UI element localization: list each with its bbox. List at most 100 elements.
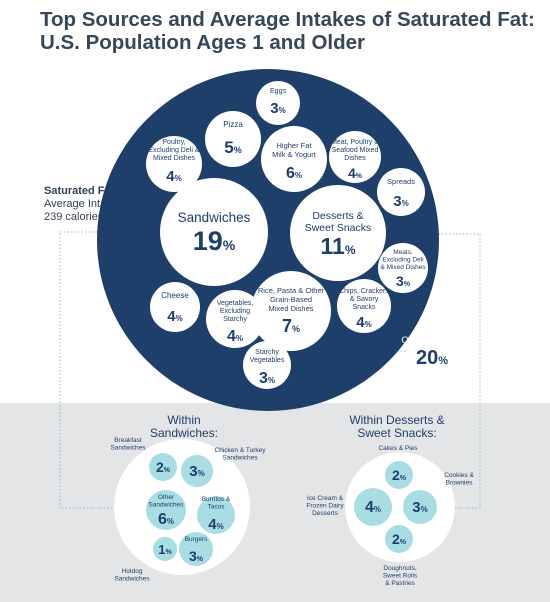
bubble-pizza-circle	[205, 111, 261, 167]
bubble-poultry-excluding-deli-and-mixed-dishes-label-line-3: Mixed Dishes	[153, 155, 196, 162]
desserts-bubble-doughnuts-sweet-rolls-and-pastries-label-line-2: Sweet Rolls	[383, 573, 418, 580]
bubble-spreads-value-unit: %	[402, 199, 409, 208]
sandwiches-bubble-breakfast-sandwiches-label-line-1: Breakfast	[114, 437, 142, 444]
sandwiches-bubble-breakfast-sandwiches-value-unit: %	[164, 467, 171, 474]
sandwiches-bubble-hotdog-sandwiches-circle	[153, 537, 177, 561]
bubble-chips-crackers-and-savory-snacks-label-line-3: Snacks	[353, 304, 376, 311]
bubble-meat-poultry-and-seafood-mixed-dishes-label-line-1: Meat, Poultry &	[331, 139, 379, 146]
bubble-chips-crackers-and-savory-snacks-circle	[337, 279, 391, 333]
sandwiches-bubble-burgers-circle	[179, 532, 213, 566]
bubble-starchy-vegetables-value-unit: %	[268, 376, 275, 385]
bubble-sandwiches-label-line-1: Sandwiches	[178, 210, 251, 225]
bubble-meats-excluding-deli-and-mixed-dishes-value-unit: %	[404, 281, 411, 288]
sandwiches-bubble-other-sandwiches-circle	[146, 490, 186, 530]
bubble-higher-fat-milk-and-yogurt-circle	[261, 126, 327, 192]
sandwiches-bubble-burgers-label-line-1: Burgers	[185, 536, 209, 543]
bubble-meats-excluding-deli-and-mixed-dishes-label-line-1: Meats,	[393, 249, 413, 256]
bubble-desserts-and-sweet-snacks-value-unit: %	[345, 243, 356, 257]
sandwiches-bubble-burritos-and-tacos-label-line-1: Burritos &	[202, 496, 231, 503]
bubble-eggs-circle	[256, 81, 300, 125]
desserts-bubble-cakes-and-pies-circle	[385, 461, 413, 489]
bubble-pizza-value-unit: %	[234, 145, 242, 155]
bubble-sandwiches-value-unit: %	[223, 237, 236, 253]
sandwiches-subtitle-line-1: Within	[167, 413, 200, 427]
bubble-higher-fat-milk-and-yogurt-label-line-2: Milk & Yogurt	[272, 150, 317, 159]
bubble-desserts-and-sweet-snacks-label-line-2: Sweet Snacks	[305, 222, 372, 234]
other-sources-value: 20%	[416, 347, 448, 369]
sandwiches-breakdown: WithinSandwiches:BreakfastSandwiches2%Ch…	[110, 413, 266, 583]
bubble-starchy-vegetables-label-line-2: Vegetables	[250, 357, 285, 364]
desserts-bubble-ice-cream-and-frozen-dairy-desserts-label-line-2: Frozen Dairy	[306, 503, 344, 510]
sandwiches-bubble-hotdog-sandwiches-label-line-2: Sandwiches	[114, 576, 150, 583]
desserts-breakdown-circle	[345, 452, 455, 562]
lower-section-background	[0, 403, 550, 602]
desserts-subtitle-line-2: Sweet Snacks:	[357, 426, 436, 440]
sandwiches-bubble-chicken-and-turkey-sandwiches-value-unit: %	[198, 469, 205, 478]
sandwiches-bubble-other-sandwiches-label-line-1: Other	[158, 494, 175, 501]
bubble-starchy-vegetables-label-line-1: Starchy	[255, 349, 279, 356]
bubble-poultry-excluding-deli-and-mixed-dishes-label-line-1: Poultry,	[162, 139, 185, 146]
bubble-desserts-and-sweet-snacks-label-line-1: Desserts &	[312, 210, 363, 222]
bubble-sandwiches-circle	[160, 178, 268, 286]
sandwiches-bubble-chicken-and-turkey-sandwiches-label-line-2: Sandwiches	[222, 455, 258, 462]
desserts-bubble-doughnuts-sweet-rolls-and-pastries-label-line-3: & Pastries	[385, 580, 415, 587]
desserts-bubble-ice-cream-and-frozen-dairy-desserts-circle	[354, 488, 392, 526]
sandwiches-bubble-chicken-and-turkey-sandwiches-circle	[181, 455, 213, 487]
desserts-bubble-cookies-and-brownies-label-line-2: Brownies	[446, 480, 473, 487]
desserts-bubble-doughnuts-sweet-rolls-and-pastries-label-line-1: Doughnuts,	[383, 565, 416, 572]
bubble-vegetables-excluding-starchy-label-line-2: Excluding	[220, 308, 250, 315]
bubble-cheese-circle	[150, 282, 200, 332]
desserts-breakdown: Within Desserts &Sweet Snacks: Cakes & Pi…	[306, 413, 474, 587]
bubble-poultry-excluding-deli-and-mixed-dishes-value-unit: %	[175, 174, 182, 183]
bubble-meat-poultry-and-seafood-mixed-dishes-label-line-3: Dishes	[344, 155, 366, 162]
bubble-starchy-vegetables-circle	[243, 341, 291, 389]
sandwiches-subtitle-line-2: Sandwiches:	[150, 426, 218, 440]
bubble-vegetables-excluding-starchy-label-line-3: Starchy	[223, 316, 247, 323]
bubble-cheese-value-unit: %	[176, 314, 183, 323]
bubble-poultry-excluding-deli-and-mixed-dishes-circle	[146, 136, 202, 192]
bubble-rice-pasta-and-other-grain-based-mixed-dishes-circle	[251, 271, 331, 351]
bubble-higher-fat-milk-and-yogurt-value-unit: %	[295, 171, 302, 180]
other-sources-label-line-1: Other Sources	[401, 335, 462, 346]
sandwiches-bubble-burritos-and-tacos-circle	[197, 496, 235, 534]
sandwiches-bubble-breakfast-sandwiches-label-line-2: Sandwiches	[110, 445, 146, 452]
desserts-bubble-ice-cream-and-frozen-dairy-desserts-label-line-3: Desserts	[312, 510, 338, 517]
desserts-subtitle-line-1: Within Desserts &	[349, 413, 444, 427]
sandwiches-bubble-burritos-and-tacos-label-line-2: Tacos	[208, 504, 226, 511]
sandwiches-bubble-hotdog-sandwiches-value-unit: %	[166, 549, 173, 556]
desserts-bubble-cookies-and-brownies-value-unit: %	[421, 505, 428, 514]
desserts-bubble-doughnuts-sweet-rolls-and-pastries-circle	[385, 525, 413, 553]
bubble-chips-crackers-and-savory-snacks-label-line-1: Chips, Crackers	[339, 288, 389, 295]
sandwiches-bubble-other-sandwiches-value-unit: %	[167, 517, 174, 526]
bubble-vegetables-excluding-starchy-value-unit: %	[236, 334, 243, 343]
bubble-eggs-label-line-1: Eggs	[270, 88, 286, 95]
title-line-2: U.S. Population Ages 1 and Older	[40, 31, 366, 54]
desserts-bubble-cookies-and-brownies-circle	[403, 490, 437, 524]
desserts-bubble-cakes-and-pies-label-line-1: Cakes & Pies	[378, 445, 418, 452]
bubble-meats-excluding-deli-and-mixed-dishes-label-line-2: Excluding Deli	[382, 257, 423, 264]
saturated-fat-label: Saturated Fat	[44, 185, 115, 197]
bubble-meat-poultry-and-seafood-mixed-dishes-label-line-2: Seafood Mixed	[332, 147, 379, 154]
